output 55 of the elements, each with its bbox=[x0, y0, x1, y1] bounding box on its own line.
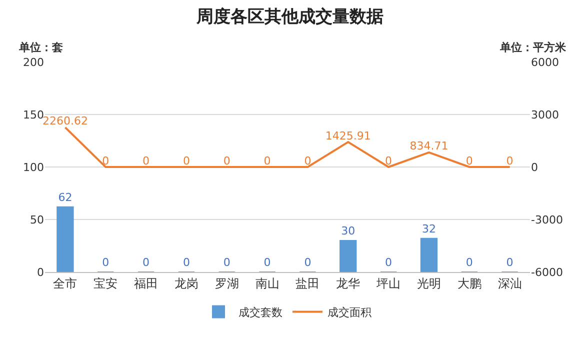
y-tick-label: 200 bbox=[23, 56, 44, 69]
data-label: 62 bbox=[58, 190, 72, 204]
bar bbox=[56, 206, 74, 272]
x-tick-label: 盐田 bbox=[296, 276, 320, 290]
data-label: 0 bbox=[304, 256, 312, 269]
data-label: 0 bbox=[182, 154, 190, 168]
x-tick-label: 大鹏 bbox=[457, 276, 482, 290]
data-label: 0 bbox=[142, 256, 150, 269]
data-label: 0 bbox=[385, 256, 392, 269]
data-label: 0 bbox=[506, 256, 514, 269]
x-tick-label: 光明 bbox=[416, 276, 441, 290]
x-tick-label: 龙华 bbox=[336, 276, 360, 290]
data-label: 0 bbox=[182, 256, 190, 269]
data-label: 0 bbox=[264, 154, 271, 168]
data-label: 2260.62 bbox=[42, 114, 88, 128]
legend-label: 成交面积 bbox=[328, 306, 372, 319]
data-label: 0 bbox=[102, 256, 110, 269]
y2-tick-label: -6000 bbox=[531, 266, 563, 279]
data-label: 0 bbox=[304, 154, 312, 168]
data-label: 0 bbox=[223, 154, 230, 168]
x-tick-label: 罗湖 bbox=[214, 276, 239, 290]
data-label: 0 bbox=[506, 154, 514, 168]
y2-tick-label: 0 bbox=[531, 160, 538, 174]
x-tick-label: 龙岗 bbox=[174, 276, 198, 290]
y-tick-label: 0 bbox=[37, 266, 44, 279]
line-series bbox=[64, 126, 511, 168]
data-label: 0 bbox=[142, 154, 150, 168]
chart-title: 周度各区其他成交量数据 bbox=[196, 7, 384, 28]
y-tick-label: 50 bbox=[30, 213, 44, 226]
y2-tick-label: -3000 bbox=[531, 213, 563, 226]
data-label: 0 bbox=[466, 256, 473, 269]
data-label: 0 bbox=[102, 154, 110, 168]
data-label: 834.71 bbox=[410, 140, 448, 153]
x-tick-label: 宝安 bbox=[94, 276, 118, 290]
bar bbox=[420, 238, 438, 272]
data-label: 30 bbox=[341, 224, 356, 238]
data-label: 32 bbox=[422, 222, 436, 236]
y-axis-title: 单位：套 bbox=[18, 41, 63, 54]
data-label: 0 bbox=[385, 154, 392, 168]
data-label: 1425.91 bbox=[325, 129, 371, 142]
y2-tick-label: 6000 bbox=[531, 56, 559, 69]
x-tick-label: 南山 bbox=[255, 276, 280, 290]
x-tick-label: 福田 bbox=[134, 276, 158, 290]
x-tick-label: 全市 bbox=[53, 276, 78, 290]
data-label: 0 bbox=[223, 256, 230, 269]
y2-tick-label: 3000 bbox=[531, 108, 559, 122]
x-tick-label: 坪山 bbox=[376, 276, 401, 290]
data-label: 0 bbox=[264, 256, 271, 269]
legend-label: 成交套数 bbox=[238, 306, 282, 319]
y2-axis-title: 单位：平方米 bbox=[499, 41, 567, 54]
y-tick-label: 150 bbox=[23, 108, 44, 122]
x-tick-label: 深汕 bbox=[498, 276, 522, 290]
bar bbox=[340, 240, 357, 272]
data-label: 0 bbox=[466, 154, 473, 168]
y-tick-label: 100 bbox=[23, 160, 44, 174]
